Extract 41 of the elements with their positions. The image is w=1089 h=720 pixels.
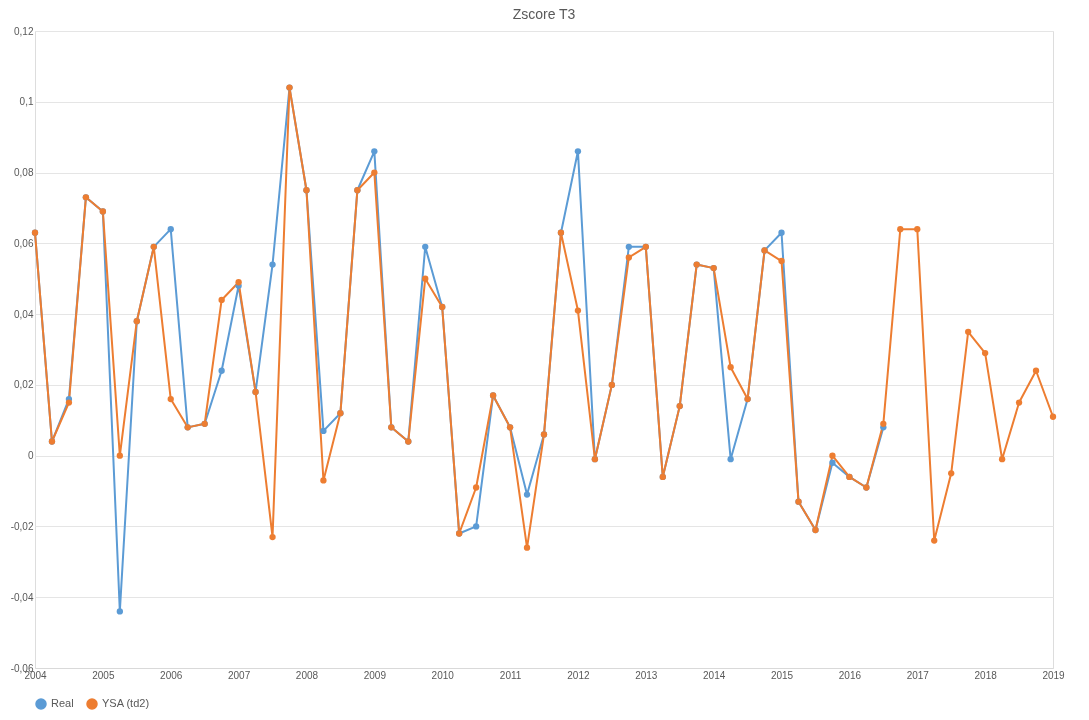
y-tick-label: 0 xyxy=(27,450,34,462)
x-tick-label: 2014 xyxy=(703,669,726,681)
x-tick-label: 2013 xyxy=(635,669,658,681)
point xyxy=(269,261,276,268)
x-tick-label: 2006 xyxy=(160,669,183,681)
point xyxy=(167,226,174,233)
point xyxy=(422,243,429,251)
y-tick-label: -0,02 xyxy=(10,520,34,532)
x-tick-label: 2007 xyxy=(227,669,251,681)
y-tick-label: 0,04 xyxy=(14,308,34,320)
y-tick-label: 0,08 xyxy=(14,167,34,179)
point xyxy=(320,427,327,435)
y-tick-label: 0,1 xyxy=(19,96,34,108)
point xyxy=(727,456,734,463)
point xyxy=(778,229,785,236)
x-tick-label: 2005 xyxy=(92,669,115,681)
point xyxy=(523,491,531,498)
y-tick-label: 0,02 xyxy=(14,379,34,391)
x-tick-label: 2019 xyxy=(1042,669,1066,681)
legend-label: YSA (td2) xyxy=(102,697,150,709)
point xyxy=(625,243,632,251)
x-tick-label: 2016 xyxy=(838,669,862,681)
point xyxy=(371,148,378,155)
x-tick-label: 2011 xyxy=(499,669,522,681)
point xyxy=(472,523,480,530)
x-tick-label: 2009 xyxy=(363,669,387,681)
point xyxy=(218,367,225,374)
x-tick-label: 2015 xyxy=(770,669,794,681)
point xyxy=(574,148,582,155)
legend-label: Real xyxy=(51,697,74,709)
x-tick-label: 2017 xyxy=(906,669,930,681)
y-tick-label: 0,06 xyxy=(14,237,34,249)
y-tick-label: 0,12 xyxy=(14,25,34,37)
x-tick-label: 2010 xyxy=(431,669,455,681)
x-tick-label: 2008 xyxy=(295,669,319,681)
point xyxy=(116,608,123,615)
x-tick-label: 2012 xyxy=(567,669,590,681)
point xyxy=(829,459,836,466)
y-tick-label: -0,04 xyxy=(10,591,34,603)
x-tick-label: 2018 xyxy=(974,669,998,681)
chart-title: Zscore T3 xyxy=(512,6,576,22)
